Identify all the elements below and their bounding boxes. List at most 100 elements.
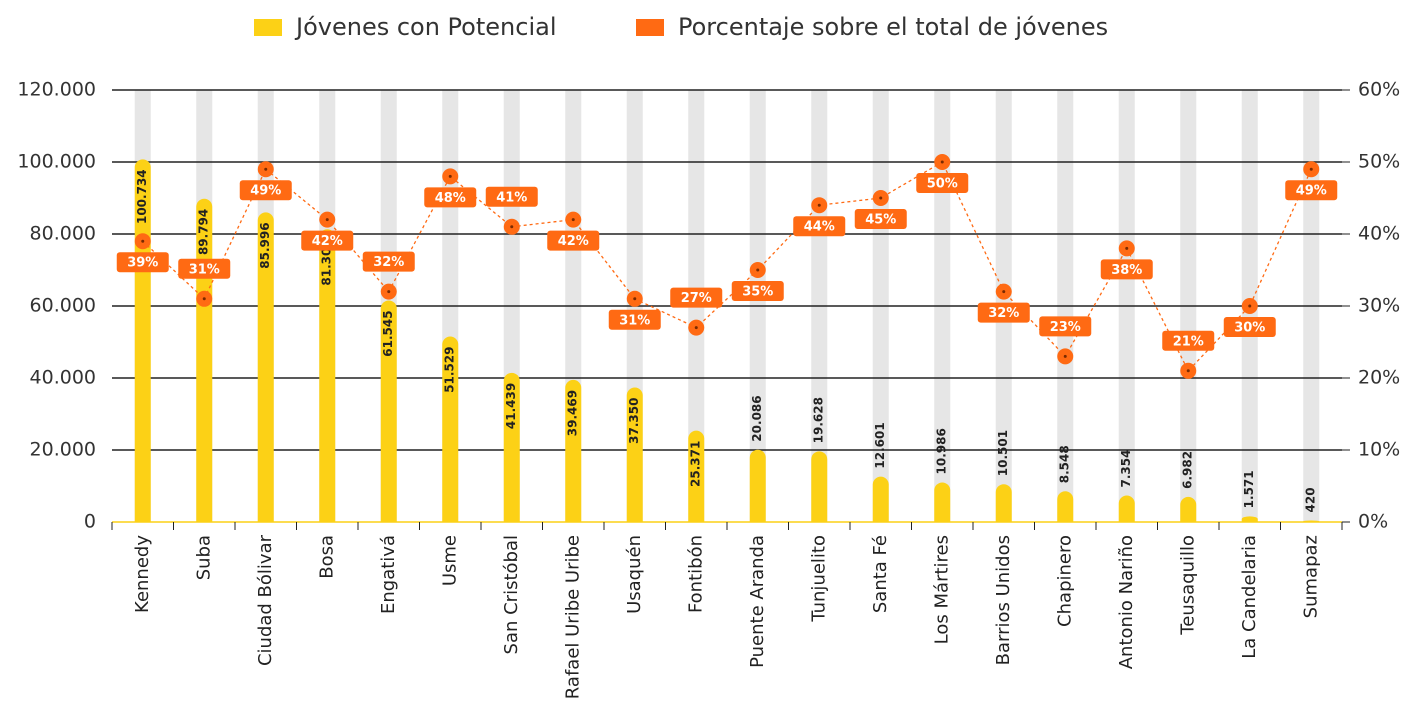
y-tick-label: 0 (84, 511, 96, 533)
point-center (571, 218, 575, 222)
bar (1303, 520, 1320, 522)
point-label: 50% (927, 177, 958, 192)
bar (565, 379, 582, 522)
bar (1118, 495, 1135, 522)
point-label-box (239, 180, 292, 201)
point-label-box (547, 230, 600, 251)
x-tick-label: Suba (193, 535, 214, 580)
legend-label: Jóvenes con Potencial (294, 13, 556, 41)
bar-value-label: 12.601 (873, 422, 887, 468)
x-tick-label: Rafael Uribe Uribe (562, 535, 583, 699)
x-tick-label: Sumapaz (1300, 535, 1321, 618)
point-label: 23% (1050, 320, 1081, 335)
point-center (1248, 304, 1252, 308)
point-label-box (916, 173, 969, 193)
bar-value-label: 61.545 (381, 310, 395, 356)
point-label: 31% (619, 313, 650, 328)
y-tick-label: 20.000 (30, 439, 96, 461)
bar-value-label: 37.350 (627, 398, 641, 444)
point-label-box (1039, 316, 1092, 337)
point-label: 38% (1111, 263, 1142, 278)
bar (995, 484, 1012, 522)
point-label-box (178, 258, 231, 279)
x-tick-label: San Cristóbal (501, 535, 522, 654)
bar-value-label: 85.996 (258, 222, 272, 268)
point-center (448, 174, 452, 178)
y2-tick-label: 0% (1358, 511, 1388, 533)
bar-value-label: 10.986 (935, 428, 949, 474)
bar-value-label: 39.469 (566, 390, 580, 436)
point-label: 35% (742, 285, 773, 300)
bar (1180, 496, 1197, 522)
bar-value-label: 6.982 (1181, 451, 1195, 489)
y-tick-label: 60.000 (30, 295, 96, 317)
x-tick-label: Santa Fé (870, 535, 891, 613)
point-label-box (1100, 259, 1153, 280)
point-label: 42% (312, 234, 343, 249)
point-label-box (977, 302, 1030, 323)
bar-value-label: 420 (1304, 487, 1318, 512)
point-label-box (731, 281, 784, 301)
bar (1057, 491, 1074, 522)
point-label: 41% (496, 190, 527, 205)
point-center (940, 160, 944, 164)
x-tick-label: Los Mártires (931, 535, 952, 644)
y-tick-label: 100.000 (17, 151, 96, 173)
bar (811, 451, 828, 522)
bar-value-label: 100.734 (135, 169, 149, 224)
point-label-box (301, 230, 354, 251)
bar-value-label: 81.307 (320, 239, 334, 285)
point-center (1186, 369, 1190, 373)
bar-value-label: 1.571 (1242, 470, 1256, 508)
bar (688, 430, 705, 522)
x-tick-label: Engativá (378, 535, 399, 614)
bar-value-label: 10.501 (996, 430, 1010, 476)
y2-tick-label: 10% (1358, 439, 1400, 461)
y-tick-label: 40.000 (30, 367, 96, 389)
x-tick-label: Kennedy (132, 535, 153, 613)
point-label: 30% (1234, 321, 1265, 336)
point-label-box (362, 251, 415, 272)
bar (442, 336, 459, 522)
point-label: 32% (988, 306, 1019, 321)
point-label: 48% (435, 191, 466, 206)
x-tick-label: Puente Aranda (747, 535, 768, 668)
bar (380, 300, 397, 522)
legend-swatch (254, 19, 282, 36)
bar-value-label: 41.439 (504, 383, 518, 429)
point-label: 45% (865, 213, 896, 228)
x-tick-label: Usme (439, 535, 460, 586)
bar-value-label: 8.548 (1058, 445, 1072, 483)
x-tick-label: La Candelaria (1239, 535, 1260, 659)
point-center (1002, 290, 1006, 294)
point-center (756, 268, 760, 272)
point-label-box (1223, 317, 1276, 337)
bar-value-label: 7.354 (1119, 450, 1133, 488)
bar (749, 449, 766, 522)
y2-tick-label: 60% (1358, 79, 1400, 101)
x-tick-label: Bosa (316, 535, 337, 579)
y2-tick-label: 20% (1358, 367, 1400, 389)
point-center (879, 196, 883, 200)
point-label-box (1285, 180, 1338, 201)
point-label: 27% (681, 291, 712, 306)
y2-tick-label: 40% (1358, 223, 1400, 245)
bar (196, 198, 213, 523)
bar-value-label: 51.529 (443, 346, 457, 392)
point-label: 44% (804, 220, 835, 235)
point-center (694, 326, 698, 330)
point-center (817, 203, 821, 207)
legend-label: Porcentaje sobre el total de jóvenes (678, 13, 1108, 41)
bar (319, 229, 336, 522)
bar (872, 476, 889, 522)
point-label: 32% (373, 255, 404, 270)
bar (626, 387, 643, 522)
x-tick-label: Tunjuelito (808, 535, 829, 623)
point-label-box (485, 186, 538, 207)
point-center (325, 218, 329, 222)
point-label-box (793, 216, 846, 237)
y-tick-label: 120.000 (17, 79, 96, 101)
x-tick-label: Teusaquillo (1177, 535, 1198, 636)
point-label: 31% (189, 262, 220, 277)
